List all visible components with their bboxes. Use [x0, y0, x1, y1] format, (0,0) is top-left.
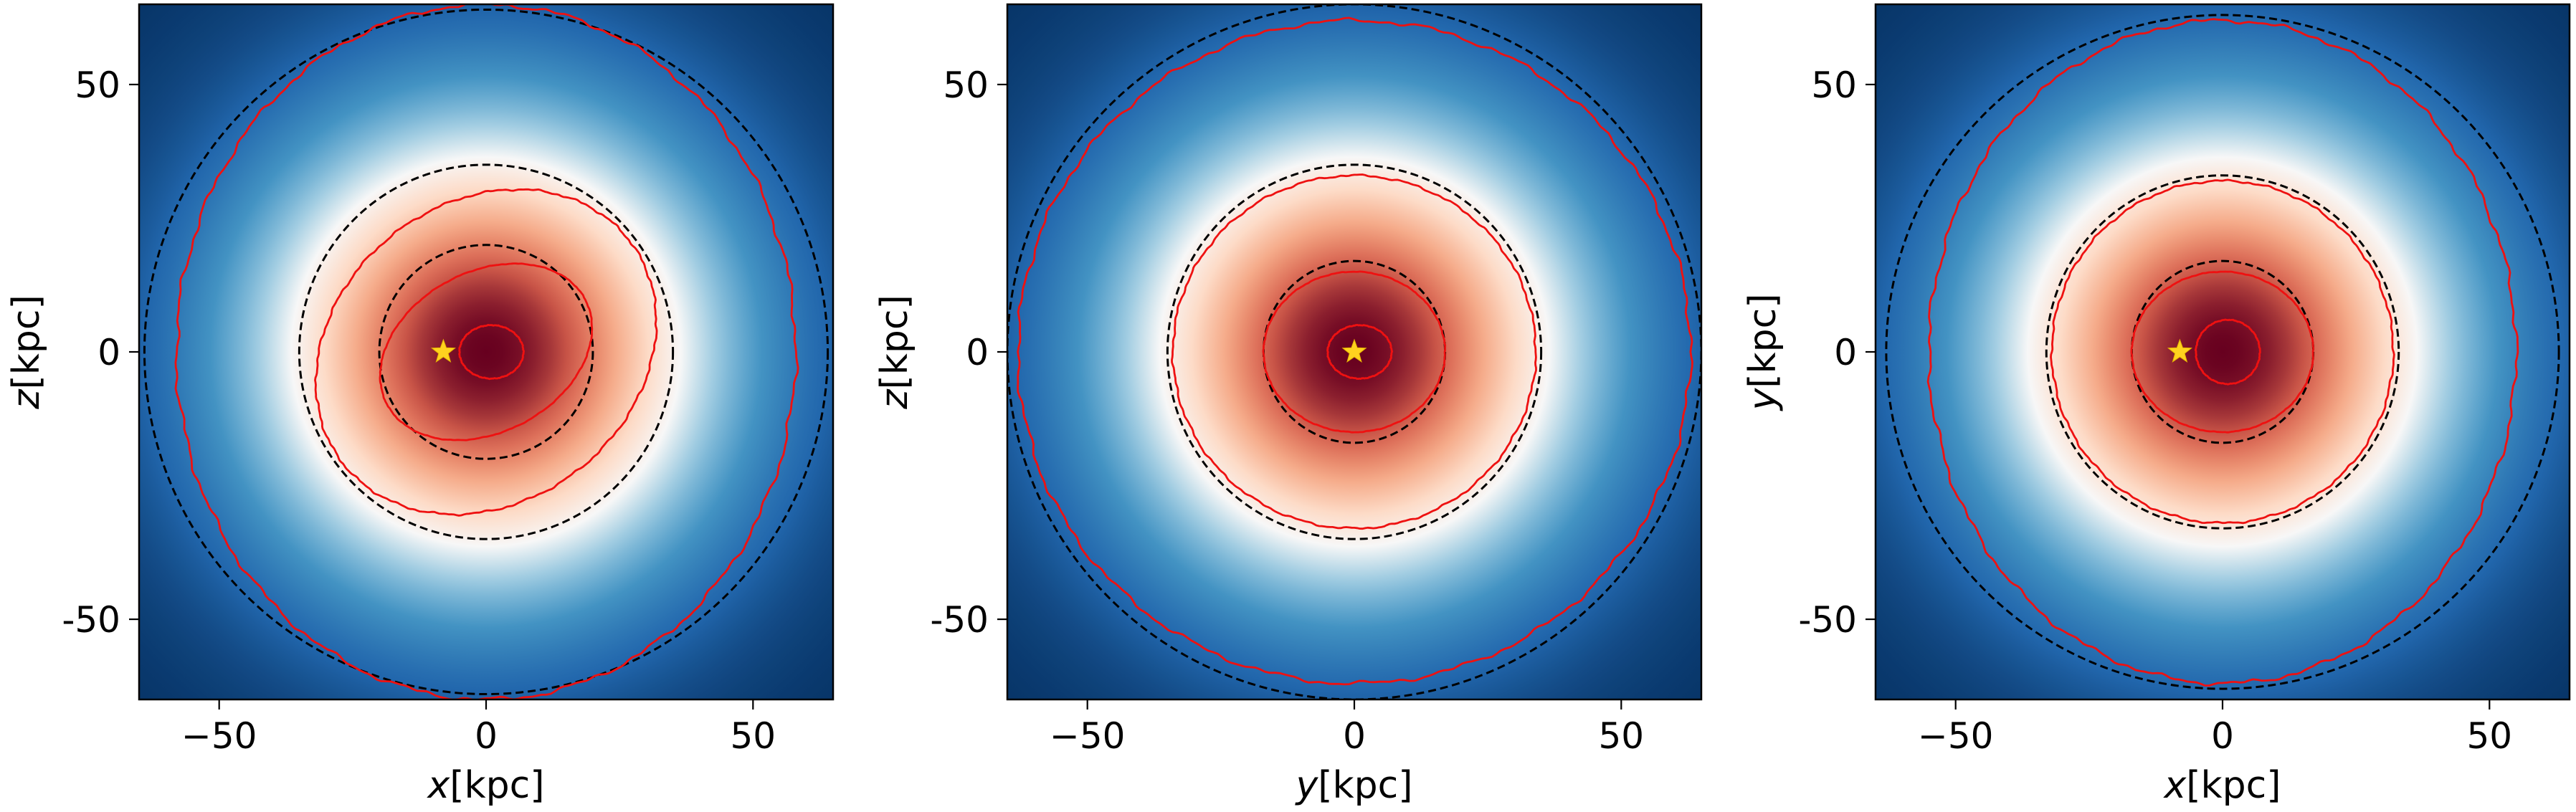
dashed-circle-2 [2045, 174, 2400, 530]
density-contour-3 [2050, 178, 2395, 525]
dashed-circle-2 [298, 163, 675, 540]
x-tick-label: 50 [2466, 715, 2512, 757]
density-contour-4 [1926, 18, 2519, 687]
y-tick-label: -50 [62, 599, 120, 641]
panel-3: −50 0 50 50 0 -50 x[kpc] y[kpc] [1741, 3, 2571, 807]
density-contour-3 [314, 188, 658, 517]
density-contour-2 [1262, 270, 1447, 434]
x-tick-label: −50 [1050, 715, 1126, 757]
y-tick-label: 0 [1834, 332, 1857, 373]
panel-1: −50 0 50 50 0 -50 x[kpc] z[kpc] [5, 3, 835, 807]
density-contour-3 [1171, 173, 1537, 530]
sun-star-marker [2167, 338, 2192, 363]
density-map [1876, 4, 2570, 699]
dashed-circle-1 [378, 244, 594, 460]
density-contour-2 [379, 262, 594, 441]
x-tick-label: −50 [1918, 715, 1994, 757]
panel-2: −50 0 50 50 0 -50 y[kpc] z[kpc] [873, 3, 1703, 807]
density-contour-4 [1017, 16, 1693, 686]
x-tick-label: 0 [2211, 715, 2234, 757]
y-axis-label: z[kpc] [873, 295, 916, 410]
x-tick-label: 0 [475, 715, 498, 757]
x-axis-label: x[kpc] [2162, 764, 2281, 807]
y-axis-label: y[kpc] [1741, 293, 1784, 411]
dashed-circle-3 [143, 8, 830, 696]
y-tick-label: 0 [98, 332, 120, 373]
density-contour-4 [174, 4, 799, 699]
plot-area [139, 4, 833, 699]
density-contour-1 [1326, 323, 1394, 381]
density-map [139, 4, 833, 699]
x-tick-label: 50 [730, 715, 776, 757]
x-tick-label: 50 [1598, 715, 1644, 757]
dashed-circle-2 [1166, 163, 1543, 540]
density-contour-1 [458, 324, 525, 381]
density-contour-1 [2194, 318, 2261, 386]
y-tick-label: -50 [1798, 599, 1857, 641]
y-tick-label: 50 [1811, 65, 1857, 106]
density-contour-2 [2130, 270, 2315, 434]
y-tick-label: 0 [966, 332, 989, 373]
sun-star-marker [430, 338, 456, 363]
x-tick-label: 0 [1343, 715, 1366, 757]
y-tick-label: 50 [75, 65, 120, 106]
plot-area [1876, 4, 2570, 699]
plot-area [1007, 4, 1701, 699]
y-axis-label: z[kpc] [5, 295, 48, 410]
x-tick-label: −50 [181, 715, 257, 757]
x-axis-label: x[kpc] [426, 764, 544, 807]
y-tick-label: -50 [930, 599, 989, 641]
y-tick-label: 50 [943, 65, 989, 106]
dashed-circle-3 [1885, 14, 2560, 690]
sun-star-marker [1341, 338, 1367, 363]
x-axis-label: y[kpc] [1294, 764, 1412, 807]
